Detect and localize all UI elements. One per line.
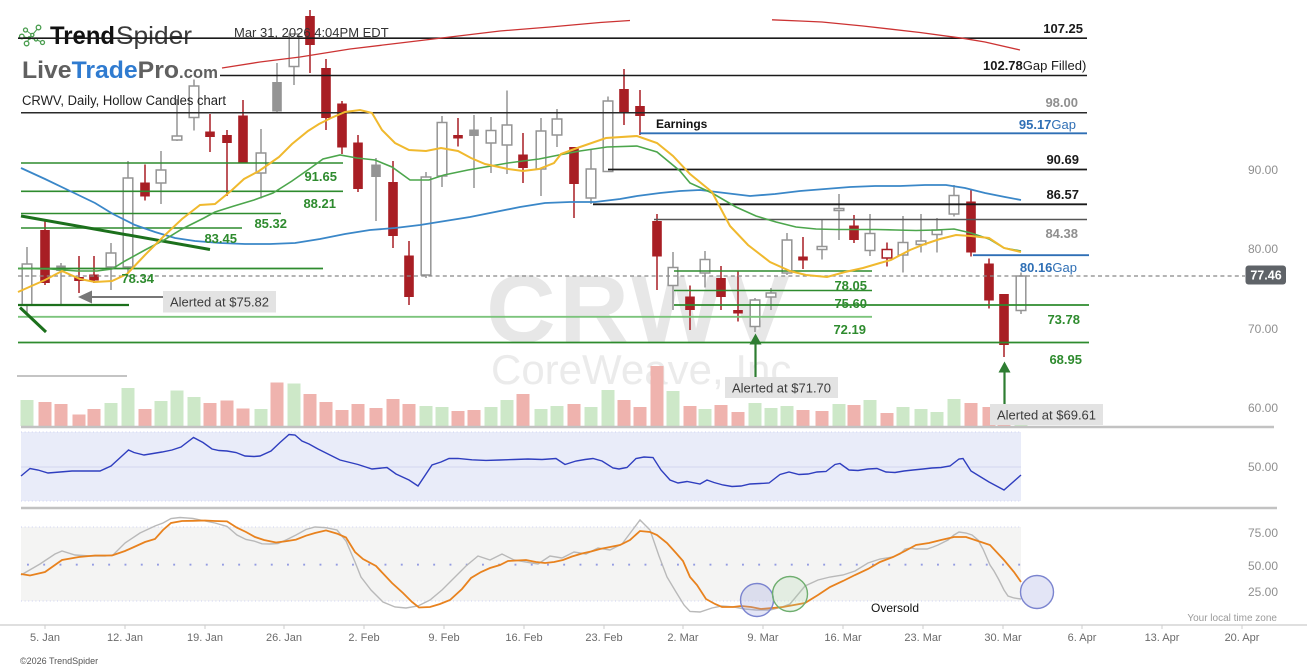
svg-text:23. Mar: 23. Mar [904,632,942,644]
svg-text:75.00: 75.00 [1248,526,1278,540]
svg-text:5. Jan: 5. Jan [30,632,60,644]
svg-text:68.95: 68.95 [1049,352,1082,367]
svg-text:6. Apr: 6. Apr [1068,632,1097,644]
svg-text:Spider: Spider [116,22,192,50]
svg-text:50.00: 50.00 [1248,460,1278,474]
svg-text:98.00: 98.00 [1045,95,1078,110]
svg-text:©2026 TrendSpider: ©2026 TrendSpider [20,656,98,666]
svg-text:72.19: 72.19 [833,322,866,337]
svg-text:80.16Gap: 80.16Gap [1020,260,1077,275]
svg-text:Earnings: Earnings [656,117,708,131]
svg-text:.com: .com [179,64,218,82]
svg-text:84.38: 84.38 [1045,226,1078,241]
svg-text:26. Jan: 26. Jan [266,632,302,644]
svg-text:30. Mar: 30. Mar [984,632,1022,644]
svg-text:LiveTradePro: LiveTradePro [22,57,179,84]
svg-text:95.17Gap: 95.17Gap [1019,117,1076,132]
svg-text:Mar 31, 2026 4:04PM EDT: Mar 31, 2026 4:04PM EDT [234,25,389,40]
svg-text:77.46: 77.46 [1250,269,1281,283]
svg-text:Your local time zone: Your local time zone [1187,613,1277,624]
svg-text:16. Feb: 16. Feb [505,632,542,644]
svg-text:Oversold: Oversold [871,601,919,615]
svg-text:9. Mar: 9. Mar [747,632,779,644]
svg-text:83.45: 83.45 [204,231,237,246]
svg-text:Alerted at $75.82: Alerted at $75.82 [170,295,269,310]
svg-text:90.69: 90.69 [1046,152,1079,167]
svg-text:25.00: 25.00 [1248,585,1278,599]
svg-text:86.57: 86.57 [1046,187,1079,202]
svg-text:88.21: 88.21 [303,196,336,211]
svg-text:23. Feb: 23. Feb [585,632,622,644]
svg-text:78.05: 78.05 [834,278,867,293]
svg-text:Alerted at $69.61: Alerted at $69.61 [997,408,1096,423]
svg-text:80.00: 80.00 [1248,242,1278,256]
svg-text:CRWV, Daily, Hollow Candles ch: CRWV, Daily, Hollow Candles chart [22,93,226,108]
svg-text:73.78: 73.78 [1047,312,1080,327]
svg-text:60.00: 60.00 [1248,401,1278,415]
svg-text:75.60: 75.60 [834,296,867,311]
svg-text:20. Apr: 20. Apr [1225,632,1260,644]
svg-text:Alerted at $71.70: Alerted at $71.70 [732,381,831,396]
svg-text:107.25: 107.25 [1043,21,1083,36]
svg-text:70.00: 70.00 [1248,322,1278,336]
svg-text:85.32: 85.32 [254,216,287,231]
svg-text:Trend: Trend [50,22,115,50]
svg-text:50.00: 50.00 [1248,559,1278,573]
svg-text:16. Mar: 16. Mar [824,632,862,644]
svg-text:19. Jan: 19. Jan [187,632,223,644]
svg-text:102.78Gap Filled): 102.78Gap Filled) [983,58,1086,73]
svg-text:90.00: 90.00 [1248,163,1278,177]
svg-text:9. Feb: 9. Feb [428,632,459,644]
svg-text:2. Feb: 2. Feb [348,632,379,644]
svg-text:2. Mar: 2. Mar [667,632,699,644]
svg-text:CRWV: CRWV [486,256,794,363]
svg-text:13. Apr: 13. Apr [1145,632,1180,644]
svg-text:12. Jan: 12. Jan [107,632,143,644]
svg-text:78.34: 78.34 [121,271,154,286]
svg-text:91.65: 91.65 [304,169,337,184]
